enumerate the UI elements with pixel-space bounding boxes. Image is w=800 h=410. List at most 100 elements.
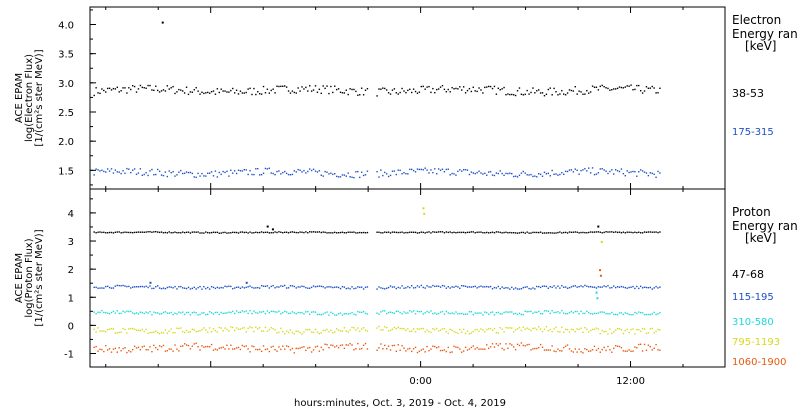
data-point [334, 346, 336, 348]
data-point [530, 173, 532, 176]
data-point [224, 312, 226, 314]
data-point [574, 330, 576, 333]
data-point [260, 350, 263, 353]
data-point [99, 330, 101, 332]
data-point [120, 350, 122, 352]
data-point [387, 330, 390, 332]
data-point [106, 285, 109, 288]
data-point [509, 172, 511, 174]
data-point [210, 171, 213, 173]
data-point [416, 232, 419, 234]
data-point [320, 92, 322, 95]
data-point [614, 88, 617, 90]
data-point [537, 89, 540, 91]
data-point [97, 287, 99, 289]
data-point [305, 311, 307, 313]
data-point [345, 175, 347, 177]
data-point [566, 170, 569, 173]
data-point [482, 173, 484, 175]
data-point [145, 172, 147, 174]
data-point [106, 349, 109, 351]
y-tick-label: 3.5 [58, 50, 74, 61]
data-point [486, 311, 488, 314]
data-point [574, 285, 576, 287]
data-point [241, 327, 244, 329]
data-point [108, 348, 111, 350]
data-point [509, 93, 511, 96]
data-point [266, 231, 269, 233]
data-point [439, 169, 442, 172]
data-point [395, 92, 398, 94]
data-point [359, 231, 361, 234]
data-point [607, 172, 609, 175]
data-point [457, 332, 459, 335]
data-point [428, 172, 430, 174]
data-point [464, 232, 467, 234]
data-point [193, 176, 195, 178]
data-point [414, 313, 417, 315]
data-point [133, 85, 136, 88]
data-point [632, 231, 634, 234]
data-point [539, 92, 542, 94]
data-point [549, 312, 551, 315]
data-point [449, 174, 451, 176]
data-point [580, 310, 582, 313]
data-point [378, 88, 380, 90]
data-point [384, 310, 386, 312]
data-point [235, 89, 238, 91]
data-point [607, 333, 609, 335]
data-point [195, 231, 197, 233]
data-point [158, 313, 161, 315]
data-point [185, 344, 188, 346]
data-point [545, 285, 548, 288]
data-point [137, 286, 140, 288]
data-point [447, 286, 449, 288]
data-point [634, 287, 636, 290]
data-point [584, 168, 586, 170]
data-point [634, 333, 636, 335]
data-point [155, 173, 157, 176]
data-point [445, 331, 448, 333]
data-point [299, 311, 301, 314]
data-point [399, 169, 401, 172]
data-point [385, 173, 388, 175]
data-point [149, 331, 151, 334]
data-point [137, 329, 140, 331]
data-point [255, 348, 257, 351]
data-point [258, 174, 261, 176]
data-point [357, 327, 359, 329]
data-point [422, 327, 424, 330]
data-point [549, 232, 551, 234]
y-tick-label: 4.0 [58, 21, 74, 32]
data-point [285, 86, 288, 88]
data-point [293, 91, 296, 94]
data-point [449, 312, 451, 315]
data-point [464, 169, 467, 171]
data-point [156, 231, 159, 233]
data-point [307, 287, 309, 289]
data-point [228, 232, 230, 234]
data-point [618, 231, 621, 233]
data-point [297, 330, 299, 332]
data-point [655, 231, 657, 233]
data-point [393, 170, 396, 172]
data-point [418, 310, 421, 313]
data-point [103, 350, 105, 353]
data-point [378, 325, 380, 328]
data-point [243, 287, 245, 289]
data-point [570, 89, 573, 92]
data-point [559, 331, 561, 333]
data-point [445, 231, 448, 233]
data-point [178, 327, 180, 330]
data-point [566, 92, 569, 94]
data-point [287, 287, 290, 289]
data-point [220, 232, 222, 234]
data-point [636, 84, 638, 87]
data-point [424, 167, 426, 169]
data-point [291, 285, 294, 287]
data-point [391, 344, 394, 347]
x-tick-label: 0:00 [409, 376, 431, 387]
data-point [628, 231, 630, 233]
data-point [599, 231, 601, 233]
data-point [191, 328, 194, 330]
